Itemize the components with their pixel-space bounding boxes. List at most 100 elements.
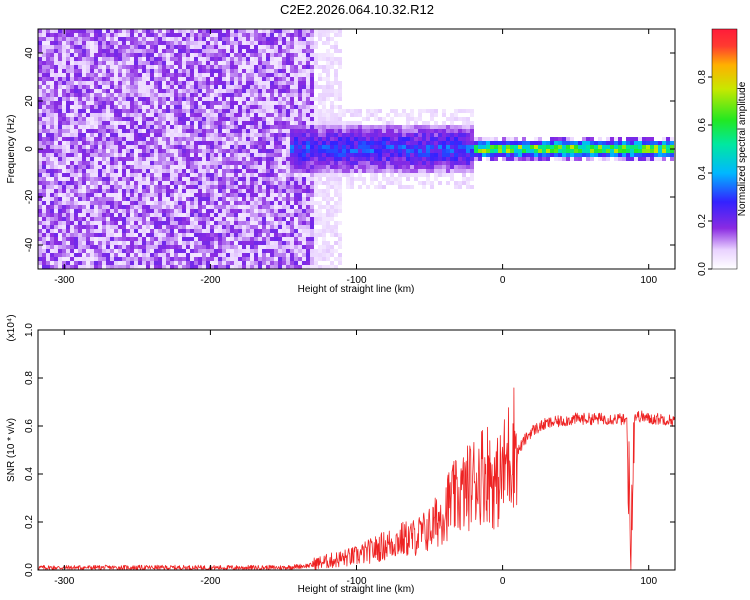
spectrogram-cell [250,241,254,245]
spectrogram-cell [74,225,78,229]
spectrogram-cell [38,141,42,145]
spectrogram-cell [346,149,350,153]
spectrogram-cell [78,173,82,177]
spectrogram-cell [174,205,178,209]
spectrogram-cell [94,125,98,129]
spectrogram-cell [218,253,222,257]
spectrogram-cell [290,257,294,261]
spectrogram-cell [138,245,142,249]
spectrogram-cell [286,237,290,241]
spectrogram-cell [158,157,162,161]
spectrogram-cell [330,253,334,257]
spectrogram-cell [118,181,122,185]
spectrogram-cell [302,161,306,165]
spectrogram-cell [190,181,194,185]
spectrogram-cell [326,81,330,85]
spectrogram-cell [290,69,294,73]
spectrogram-cell [266,93,270,97]
spectrogram-cell [294,181,298,185]
spectrogram-cell [450,129,454,133]
spectrogram-cell [178,169,182,173]
spectrogram-cell [138,229,142,233]
spectrogram-cell [166,237,170,241]
spectrogram-cell [254,33,258,37]
spectrogram-cell [162,73,166,77]
spectrogram-cell [226,73,230,77]
spectrogram-cell [286,105,290,109]
spectrogram-cell [162,165,166,169]
spectrogram-cell [238,229,242,233]
spectrogram-cell [218,161,222,165]
spectrogram-cell [58,225,62,229]
spectrogram-cell [42,69,46,73]
spectrogram-cell [190,157,194,161]
spectrogram-cell [54,65,58,69]
spectrogram-cell [50,189,54,193]
spectrogram-cell [310,45,314,49]
spectrogram-cell [130,49,134,53]
spectrogram-cell [94,181,98,185]
spectrogram-cell [282,173,286,177]
spectrogram-cell [206,201,210,205]
spectrogram-cell [462,165,466,169]
spectrogram-cell [198,157,202,161]
spectrogram-cell [378,129,382,133]
spectrogram-cell [182,141,186,145]
spectrogram-cell [202,165,206,169]
spectrogram-cell [106,261,110,265]
spectrogram-cell [182,185,186,189]
spectrogram-cell [182,213,186,217]
spectrogram-cell [194,265,198,269]
spectrogram-cell [298,173,302,177]
spectrogram-cell [218,69,222,73]
spectrogram-cell [58,181,62,185]
spectrogram-cell [70,85,74,89]
spectrogram-cell [82,53,86,57]
spectrogram-cell [74,245,78,249]
spectrogram-cell [234,73,238,77]
spectrogram-cell [194,117,198,121]
spectrogram-cell [150,209,154,213]
spectrogram-cell [110,117,114,121]
spectrogram-cell [282,257,286,261]
spectrogram-cell [118,49,122,53]
spectrogram-cell [174,253,178,257]
spectrogram-cell [278,137,282,141]
spectrogram-cell [38,249,42,253]
spectrogram-cell [142,117,146,121]
spectrogram-cell [74,49,78,53]
spectrogram-cell [274,33,278,37]
spectrogram-cell [86,97,90,101]
spectrogram-cell [162,77,166,81]
spectrogram-cell [270,253,274,257]
spectrogram-cell [42,45,46,49]
spectrogram-cell [254,117,258,121]
spectrogram-cell [178,185,182,189]
spectrogram-cell [74,77,78,81]
spectrogram-cell [422,125,426,129]
spectrogram-cell [338,85,342,89]
spectrogram-cell [70,237,74,241]
spectrogram-cell [158,193,162,197]
spectrogram-cell [270,129,274,133]
spectrogram-cell [258,101,262,105]
spectrogram-cell [462,137,466,141]
spectrogram-cell [250,153,254,157]
spectrogram-cell [358,165,362,169]
spectrogram-cell [238,145,242,149]
spectrogram-cell [58,169,62,173]
spectrogram-cell [58,49,62,53]
spectrogram-cell [298,205,302,209]
spectrogram-cell [170,213,174,217]
spectrogram-cell [282,209,286,213]
spectrogram-cell [78,153,82,157]
spectrogram-cell [174,61,178,65]
spectrogram-cell [218,189,222,193]
spectrogram-cell [98,185,102,189]
spectrogram-cell [146,37,150,41]
spectrogram-cell [98,245,102,249]
spectrogram-cell [134,45,138,49]
spectrogram-cell [290,149,294,153]
spectrogram-cell [218,109,222,113]
spectrogram-cell [314,173,318,177]
